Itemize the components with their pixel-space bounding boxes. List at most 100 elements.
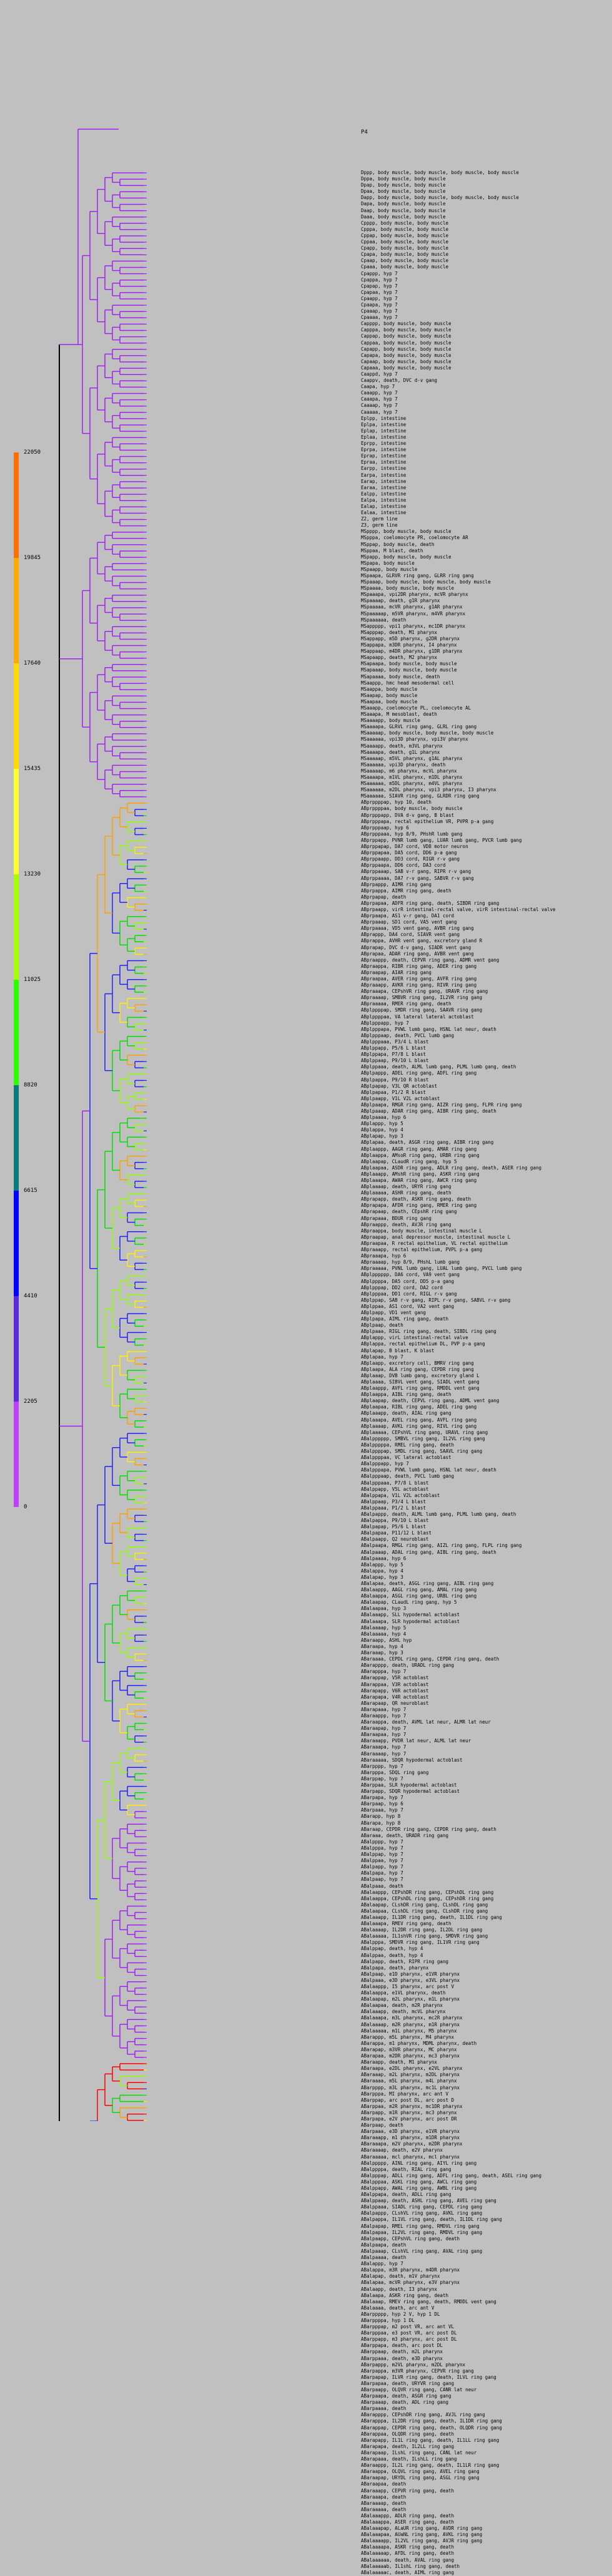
leaf-label: ABpraappa, RIBR ring gang, ADER ring gan… [361, 963, 477, 969]
leaf-label: MSaaaaaa, vpi3D pharynx, vpi3V pharynx [361, 736, 468, 743]
leaf-label: MSaappa, body muscle [361, 686, 418, 692]
leaf-label: ABalaaapp, SLL hypodermal actoblast [361, 1612, 460, 1618]
leaf-label: ABalpappa, IL1VL ring gang, death, IL1DL… [361, 2217, 502, 2223]
scale-segment [14, 663, 19, 769]
leaf-label: Caaapa, hyp 7 [361, 396, 398, 402]
leaf-label: MSaaaapp, body muscle [361, 718, 420, 724]
leaf-label: ABplppapa, P7/8 L blast [361, 1051, 426, 1058]
leaf-label: ABpraaaaa, PVNL lumb gang, LUAL lumb gan… [361, 1266, 522, 1272]
leaf-label: MSpaaaaa, mcVR pharynx, g1AR pharynx [361, 604, 463, 610]
leaf-label: Earap, intestine [361, 478, 407, 484]
leaf-label: ABplaapp, excretory cell, BMRV ring gang [361, 1360, 474, 1366]
scale-tick-label: 11025 [24, 977, 41, 983]
leaf-label: Earaa, intestine [361, 484, 407, 490]
leaf-label: ABpraappa, body muscle, intestinal muscl… [361, 1227, 483, 1234]
leaf-label: ABalpppaa, ASKL ring gang, AWCL ring gan… [361, 2178, 477, 2185]
leaf-label: ABplaaapp, death, AIAL ring gang [361, 1410, 452, 1417]
leaf-label: MSaaaapa, m1VL pharynx, m1DL pharynx [361, 774, 463, 780]
leaf-label: ABprppaapa, DD6 cord, DA3 cord [361, 862, 446, 869]
leaf-label: MSaaaaaa, vpi3D pharynx, death [361, 761, 446, 768]
leaf-label: ABplapap, B blast, K blast [361, 1347, 435, 1354]
leaf-label: ABalaaaap, m2R pharynx, m1R pharynx [361, 2021, 460, 2027]
leaf-label: ABplaapap, CLaudR ring gang, hyp 5 [361, 1158, 457, 1164]
leaf-label: Caaapp, hyp 7 [361, 390, 398, 396]
leaf-label: ABalppppaa, VC lateral actoblast [361, 1455, 452, 1461]
leaf-label: ABplaapaa, RIBL ring gang, ADEL ring gan… [361, 1404, 477, 1410]
leaf-label: Caaaaa, hyp 7 [361, 409, 398, 415]
leaf-label: ABalpappp, death, ALML lumb gang, PLML l… [361, 1511, 516, 1517]
leaf-label: ABalppapa, death, ADLL ring gang [361, 2192, 452, 2198]
leaf-label: ABpraappp, death, CEPVR ring gang, ADMR … [361, 957, 500, 963]
leaf-label: ABalpppa, hyp 7 [361, 1845, 403, 1851]
leaf-label: ABarpaaa, e3D pharynx, e1VR pharynx [361, 2129, 460, 2135]
leaf-label: ABaraaapa, m2V pharynx, m2DR pharynx [361, 2141, 463, 2147]
leaf-label: MSaaapa, M mesoblast, death [361, 711, 437, 718]
scale-segment [14, 980, 19, 1085]
leaf-label: ABalpppaap, death, PVCL lumb gang [361, 1473, 455, 1480]
leaf-label: ABalapaa, mcVR pharynx, e3V pharynx [361, 2280, 460, 2286]
leaf-label: ABalaapap, CLshDR ring gang, CLshDL ring… [361, 1901, 488, 1908]
leaf-label: Cpaap, body muscle, body muscle [361, 258, 448, 264]
leaf-label: ABalpppapa, PVWL lumb gang, HSNL lat neu… [361, 1467, 496, 1473]
leaf-label: ABalpppppp, SMBVL ring gang, IL2VL ring … [361, 1435, 485, 1442]
leaf-label: ABaraaaa, CEPDL ring gang, CEPDR ring ga… [361, 1656, 500, 1662]
scale-tick-label: 22050 [24, 449, 41, 456]
leaf-label: ABpraaapa, CEPshVR ring gang, URAVR ring… [361, 988, 488, 995]
leaf-label: ABalpapa, death, pharynx [361, 1964, 429, 1971]
scale-segment [14, 1191, 19, 1296]
leaf-label: ABpraaaap, hyp 8/9, PHshL lumb gang [361, 1259, 460, 1266]
leaf-label: ABalaaappp, ADLR ring gang, death [361, 2512, 455, 2519]
leaf-label: MSapppap, death, M1 pharynx [361, 629, 437, 635]
leaf-label: Dpaa, body muscle, body muscle [361, 188, 446, 195]
leaf-label: ABalaaaaa, hyp 4 [361, 1631, 407, 1637]
leaf-label: MSpaaaaap, m5VR pharynx, m4VR pharynx [361, 610, 466, 617]
leaf-label: ABplpaaap, ADAR ring gang, AIBR ring gan… [361, 1108, 496, 1114]
scale-segment [14, 769, 19, 874]
leaf-label: ABarppppa, hyp 1 DL [361, 2317, 415, 2323]
leaf-label: ABprapaa, ADAR ring gang, AVBR vent gang [361, 950, 474, 957]
leaf-label: ABalaappa, e1VL pharynx, death [361, 1990, 446, 1996]
leaf-label: MSapaapa, body muscle, body muscle [361, 661, 457, 667]
leaf-label: Eprpp, intestine [361, 441, 407, 447]
leaf-label: ABalaappp, AAGL ring gang, AMAL ring gan… [361, 1587, 477, 1593]
leaf-label: ABprpappp, AIMR ring gang [361, 881, 432, 887]
leaf-label: Caaaap, hyp 7 [361, 402, 398, 409]
leaf-label: ABarppap, arc post DL, arc post D [361, 2097, 455, 2103]
leaf-label: MSaaaaap, m6 pharynx, mcVL pharynx [361, 768, 457, 774]
leaf-label: ABalpaapp, Q2 neuroblast [361, 1536, 429, 1543]
leaf-label: ABprpapap, death [361, 894, 407, 900]
leaf-label: MSpaaapa, vpi2DR pharynx, mcVR pharynx [361, 592, 468, 598]
leaf-label: ABpraaapp, rectal epithelium, PVPL p-a g… [361, 1247, 483, 1253]
leaf-label: ABplpapaa, P1/2 R blast [361, 1089, 426, 1095]
leaf-label: ABalpaaaa, death [361, 2255, 407, 2261]
leaf-label: ABarapaaa, death, ILshLL ring gang [361, 2456, 457, 2462]
leaf-label: Capppp, body muscle, body muscle [361, 321, 452, 327]
leaf-label: ABalaapaa, hyp 3 [361, 1606, 407, 1612]
leaf-label: ABarapaa, m2DR pharynx, mc3 pharynx [361, 2053, 460, 2059]
leaf-label: ABalaaaaac, death, AIML ring gang [361, 2569, 455, 2575]
leaf-label: Earpa, intestine [361, 472, 407, 478]
leaf-label: ABprpppapa, rectal epithelium VR, PVPR p… [361, 818, 494, 824]
leaf-label: ABaraaaaa, death [361, 2506, 407, 2512]
leaf-label: MSaaaaaa, SIAVR ring gang, GLRDR ring ga… [361, 793, 480, 799]
leaf-label: ABalpppp, hyp 7 [361, 1838, 403, 1845]
leaf-label: ABplppaa, AS1 cord, VA2 vent gang [361, 1303, 455, 1309]
leaf-label: Ealap, intestine [361, 503, 407, 509]
leaf-label: ABarppaa, SLR hypodermal actoblast [361, 1782, 457, 1788]
leaf-label: Earpp, intestine [361, 466, 407, 472]
leaf-label: ABalappa, hyp 4 [361, 1568, 403, 1574]
leaf-label: ABarapapa, V4R actoblast [361, 1694, 429, 1700]
leaf-label: ABalpaap, hyp 7 [361, 1876, 403, 1883]
leaf-label: ABarpaap, death [361, 2122, 403, 2129]
leaf-label: Cpapa, body muscle, body muscle [361, 251, 448, 258]
leaf-label: ABplppapp, P5/6 L blast [361, 1045, 426, 1051]
leaf-label: MSaaaaap, body muscle, body muscle, body… [361, 730, 494, 736]
leaf-label: ABalaaaap, hyp 5 [361, 1624, 407, 1631]
leaf-label: ABplpppaap, death, PVCL lumb gang [361, 1032, 455, 1038]
leaf-label: Eplap, intestine [361, 427, 407, 434]
leaf-label: ABaraaap, m2L pharynx, m2DL pharynx [361, 2072, 460, 2078]
leaf-label: MSpaaaa, body muscle, body muscle [361, 585, 455, 592]
scale-tick-label: 8820 [24, 1082, 37, 1088]
leaf-label: ABarpapa, hyp 7 [361, 1795, 403, 1801]
leaf-label: MSappapp, m5D pharynx, g2DR pharynx [361, 635, 460, 642]
